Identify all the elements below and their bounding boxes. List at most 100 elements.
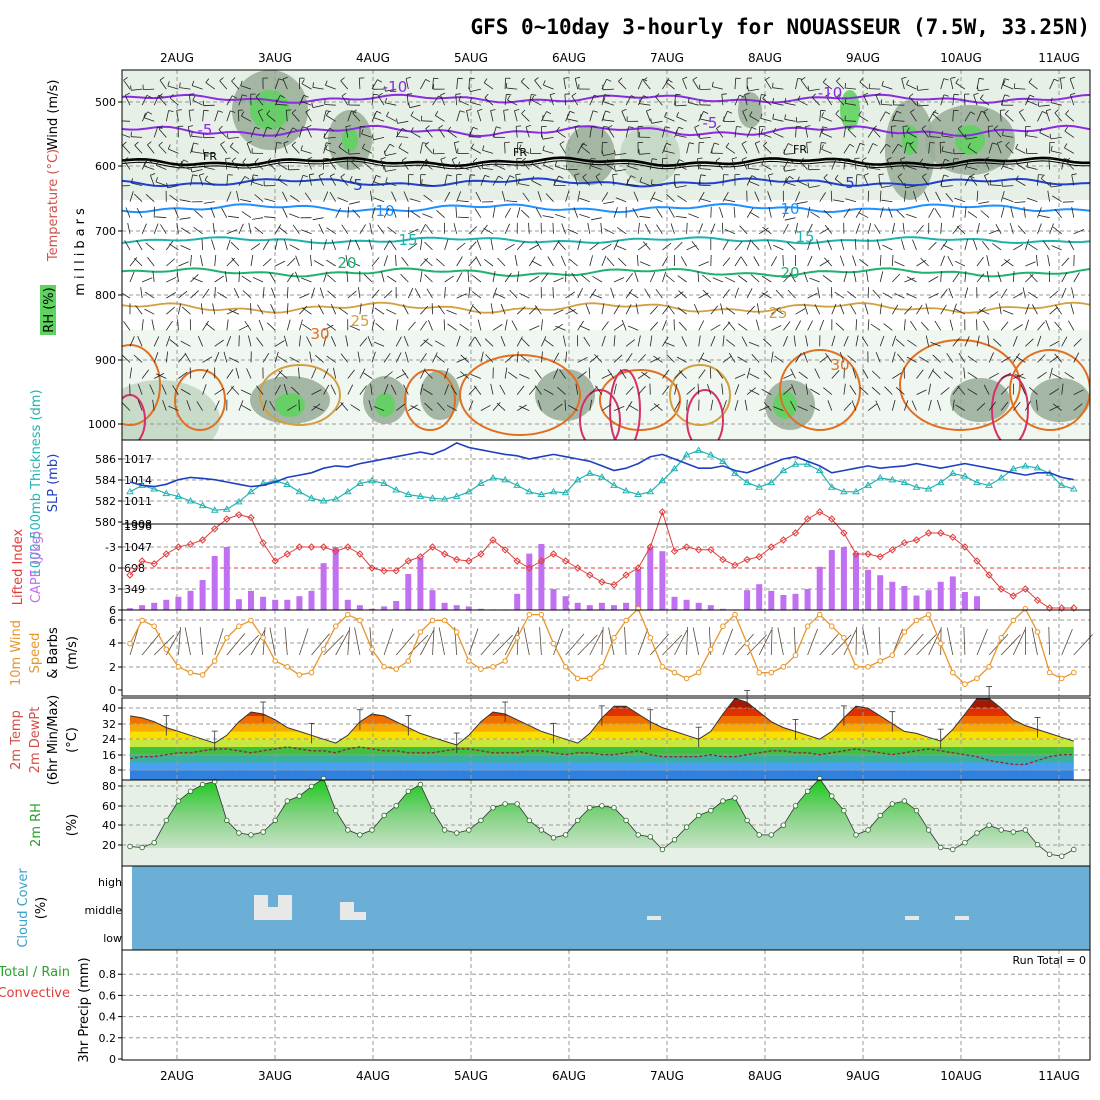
wind10-point — [405, 658, 412, 664]
cape-bar — [356, 605, 363, 610]
axis-tick-label: 80 — [102, 780, 116, 793]
lifted-index-point — [949, 533, 957, 541]
cape-bar — [671, 596, 678, 610]
axis-tick-label: 0 — [109, 1053, 116, 1066]
cape-bar — [877, 575, 884, 610]
temp-band — [130, 739, 1074, 747]
axis-tick-label: 24 — [102, 733, 116, 746]
wind10-point — [611, 635, 617, 641]
wind10-barb — [928, 629, 941, 656]
date-label-top: 7AUG — [650, 51, 684, 65]
thickness-point — [803, 460, 812, 467]
date-label-bottom: 9AUG — [846, 1069, 880, 1083]
rh2m-point — [429, 807, 436, 814]
cape-bar — [683, 599, 690, 610]
wind10-barb — [269, 627, 276, 656]
lifted-index-point — [549, 550, 558, 558]
wind10-point — [320, 646, 327, 653]
wind10-point — [865, 664, 871, 670]
temp2m-label-3: (6hr Min/Max) — [46, 695, 61, 785]
rh2m-area — [130, 778, 1074, 857]
rh2m-point — [829, 793, 835, 799]
wind10-point — [441, 617, 448, 624]
cape-bar — [453, 605, 460, 610]
wind10-point — [538, 611, 545, 618]
lifted-index-point — [743, 555, 751, 564]
thickness-point — [1057, 481, 1066, 488]
cape-bar — [792, 593, 799, 610]
thickness-point — [464, 487, 473, 495]
wind10-barb — [492, 634, 513, 656]
wind10-point — [236, 623, 242, 630]
wind10-barb — [468, 628, 479, 656]
slp-line — [129, 442, 1074, 488]
rh2m-point — [550, 835, 557, 841]
thickness-point — [706, 451, 715, 458]
cape-bar — [816, 566, 823, 610]
wind10-barb — [250, 630, 265, 656]
cloud-level-high: high — [98, 876, 122, 889]
lifted-index-point — [307, 543, 316, 551]
thickness-point — [840, 487, 848, 495]
cape-bar — [550, 589, 557, 610]
cape-bar — [949, 576, 956, 610]
rh2m-point — [369, 827, 375, 833]
wind10-barb — [1048, 626, 1050, 656]
thickness-point — [537, 490, 546, 498]
rh2m-point — [248, 832, 254, 838]
cape-bar — [937, 581, 944, 610]
cloud-panel: high middle low Cloud Cover (%) — [16, 865, 1091, 951]
lifted-index-point — [598, 578, 606, 586]
thickness-point — [888, 475, 897, 483]
lifted-index-point — [259, 539, 267, 547]
wind10-point — [514, 635, 521, 641]
wind10-barb — [637, 628, 649, 656]
thickness-point — [380, 479, 388, 487]
temp-band — [130, 731, 1074, 740]
isotherm-label: 30 — [310, 325, 329, 343]
wind-barbs — [122, 76, 1085, 411]
thickness-point — [1033, 463, 1042, 471]
rh2m-point — [345, 827, 351, 833]
rh2m-point — [901, 798, 908, 804]
cape-bar — [526, 553, 533, 610]
wind10-barb — [323, 634, 344, 656]
rh2m-point — [1046, 851, 1053, 857]
wind10-point — [768, 669, 775, 676]
axis-tick-label: 4 — [109, 637, 116, 650]
thickness-point — [319, 497, 328, 504]
cape-bar — [961, 592, 968, 610]
rh2m-point — [986, 822, 992, 828]
thickness-point — [368, 476, 376, 484]
thickness-point — [634, 490, 643, 498]
axis-tick-label: 32 — [102, 718, 116, 731]
thickness-point — [501, 475, 509, 483]
cape-bar — [901, 586, 908, 610]
cape-bar — [768, 590, 775, 610]
rh-legend-swatch — [40, 285, 56, 335]
wind10-point — [429, 617, 436, 624]
cape-bar — [187, 590, 194, 610]
cape-bar — [393, 601, 400, 610]
wind10-barb — [855, 626, 857, 656]
temp2m-label-1: 2m Temp — [9, 710, 24, 770]
cape-bar — [477, 608, 484, 610]
rh2m-point — [647, 834, 653, 840]
rh2m-point — [599, 803, 605, 809]
thickness-point — [864, 481, 872, 488]
rh2m-point — [187, 788, 194, 794]
wind10-barb — [299, 628, 309, 656]
isotherm-label: -5 — [703, 114, 718, 132]
thickness-point — [162, 489, 171, 497]
wind10-barb — [504, 630, 519, 656]
rh2m-point — [877, 812, 883, 819]
temp-band — [130, 708, 1074, 716]
rh2m-point — [1071, 846, 1077, 853]
lifted-index-point — [513, 557, 521, 565]
cape-bar — [235, 599, 242, 610]
wind10-barb — [199, 627, 203, 656]
wind10-point — [466, 658, 472, 664]
cape-bar — [127, 608, 133, 610]
cape-bar — [695, 602, 702, 610]
wind10-barb — [589, 629, 603, 656]
